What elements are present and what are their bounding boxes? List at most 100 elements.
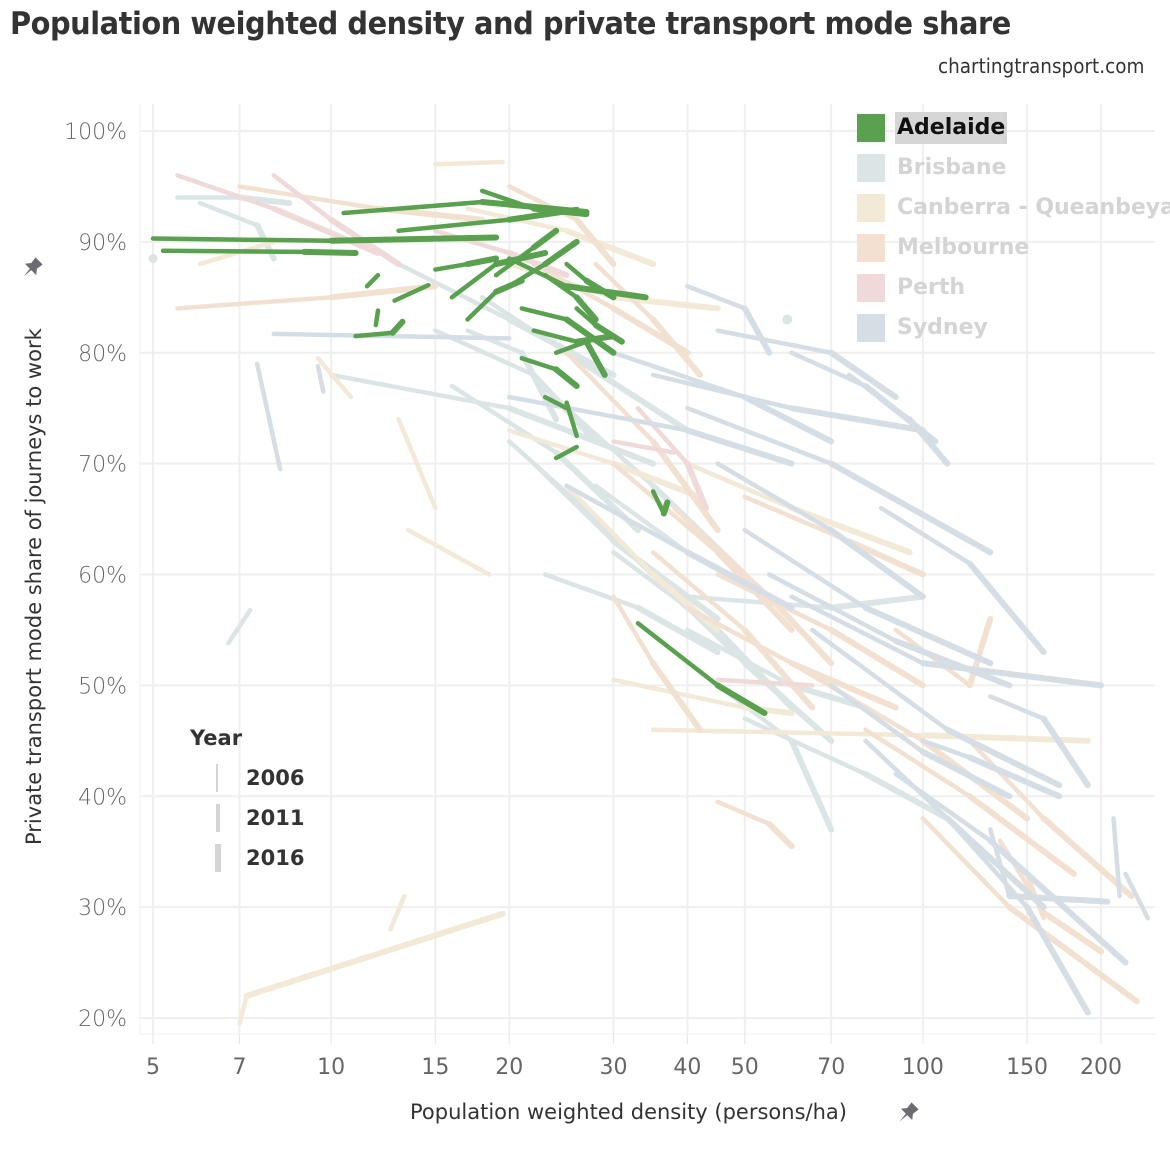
zone-trajectory [742, 527, 994, 667]
year-label: 2016 [246, 846, 305, 870]
zone-trajectory [150, 234, 500, 244]
legend-swatch [857, 314, 885, 342]
line-width-2011-icon [216, 804, 220, 832]
trajectory-segment [828, 349, 899, 401]
trajectory-segment [396, 417, 438, 511]
trajectory-segment [742, 527, 868, 611]
trajectory-segment [564, 483, 690, 555]
zone-trajectory [388, 893, 407, 932]
zone-trajectory [564, 483, 795, 611]
trajectory-segment [270, 205, 381, 256]
zone-trajectory [465, 277, 525, 322]
zone-trajectory [878, 505, 1047, 656]
y-tick-label: 70% [78, 453, 127, 478]
trajectory-segment [197, 200, 260, 228]
trajectory-segment [650, 438, 721, 534]
zone-trajectory [671, 505, 835, 667]
zone-trajectory [542, 272, 599, 323]
trajectory-segment [635, 405, 690, 466]
legend-item-brisbane[interactable]: Brisbane [857, 148, 1170, 188]
trajectory-segment [175, 295, 334, 311]
trajectory-segment [373, 308, 381, 328]
trajectory-segment [742, 716, 868, 777]
trajectory-segment [741, 660, 835, 744]
legend-swatch [857, 274, 885, 302]
trajectory-segment [1006, 893, 1111, 905]
trajectory-segment [684, 460, 709, 511]
trajectory-segment [583, 338, 608, 378]
trajectory-segment [788, 405, 926, 434]
trajectory-segment [766, 820, 795, 850]
trajectory-segment [741, 305, 773, 356]
trajectory-segment [388, 893, 407, 932]
y-tick-label: 60% [78, 564, 127, 589]
x-axis-ticks: 5 7 10 15 20 30 40 50 70 100 150 200 [146, 1034, 1122, 1080]
legend-label: Sydney [897, 315, 988, 340]
legend-label: Melbourne [897, 235, 1030, 260]
trajectory-segment [715, 461, 834, 533]
trajectory-segment [715, 677, 815, 688]
zone-trajectory [519, 306, 617, 356]
x-tick-label: 40 [673, 1055, 701, 1080]
legend-item-canberra[interactable]: Canberra - Queanbeyan [857, 188, 1170, 228]
trajectory-segment [564, 350, 656, 444]
trajectory-segment [788, 660, 899, 711]
series-sydney [254, 283, 1151, 1016]
zone-trajectory [920, 816, 1140, 1005]
zone-trajectory [715, 328, 899, 401]
zone-trajectory [685, 461, 913, 556]
x-axis-pin-icon[interactable] [894, 1100, 921, 1127]
trajectory-segment [563, 227, 657, 268]
zone-trajectory [685, 605, 899, 711]
trajectory-segment [406, 527, 492, 577]
trajectory-segment [878, 505, 972, 566]
zone-trajectory [315, 363, 326, 394]
trajectory-segment [449, 261, 499, 300]
trajectory-segment [714, 682, 768, 717]
trajectory-segment [685, 283, 747, 311]
legend-swatch [857, 194, 885, 222]
legend-label: Adelaide [895, 112, 1008, 144]
trajectory-segment [542, 394, 569, 411]
trajectory-segment [1040, 909, 1104, 955]
trajectory-segment [237, 993, 249, 1026]
trajectory-segment [650, 660, 703, 733]
trajectory-segment [506, 405, 657, 467]
y-tick-label: 50% [78, 674, 127, 699]
trajectory-segment [634, 604, 721, 656]
zone-trajectory [553, 338, 608, 378]
year-legend-title: Year [190, 726, 243, 750]
x-tick-label: 7 [232, 1055, 246, 1080]
y-tick-label: 30% [78, 896, 127, 921]
zone-trajectory [507, 256, 649, 301]
trajectory-segment [518, 349, 560, 423]
trajectory-segment [160, 248, 307, 255]
line-width-2016-icon [215, 844, 221, 872]
trajectory-segment [243, 910, 506, 999]
zone-trajectory [1111, 816, 1122, 899]
trajectory-segment [893, 771, 993, 843]
trajectory-segment [433, 159, 506, 167]
legend-item-perth[interactable]: Perth [857, 268, 1170, 308]
trajectory-segment [1123, 871, 1151, 921]
trajectory-segment [530, 227, 560, 251]
x-tick-label: 150 [1006, 1055, 1048, 1080]
trajectory-segment [573, 216, 617, 268]
zone-trajectory [715, 799, 795, 850]
zone-trajectory [225, 607, 253, 646]
zone-trajectory [479, 295, 691, 434]
zone-trajectory [237, 910, 506, 1026]
trajectory-segment [862, 604, 994, 667]
trajectory-segment [542, 572, 641, 611]
zone-trajectory [564, 483, 721, 633]
legend-label: Canberra - Queanbeyan [897, 195, 1170, 220]
zone-trajectory [465, 328, 560, 423]
legend-item-melbourne[interactable]: Melbourne [857, 228, 1170, 268]
trajectory-segment [966, 754, 1063, 800]
trajectory-segment [553, 444, 579, 461]
legend-item-sydney[interactable]: Sydney [857, 308, 1170, 348]
zone-trajectory [433, 255, 500, 272]
y-axis-pin-icon[interactable] [18, 255, 45, 282]
legend-item-adelaide[interactable]: Adelaide [857, 108, 1170, 148]
trajectory-segment [920, 738, 972, 760]
